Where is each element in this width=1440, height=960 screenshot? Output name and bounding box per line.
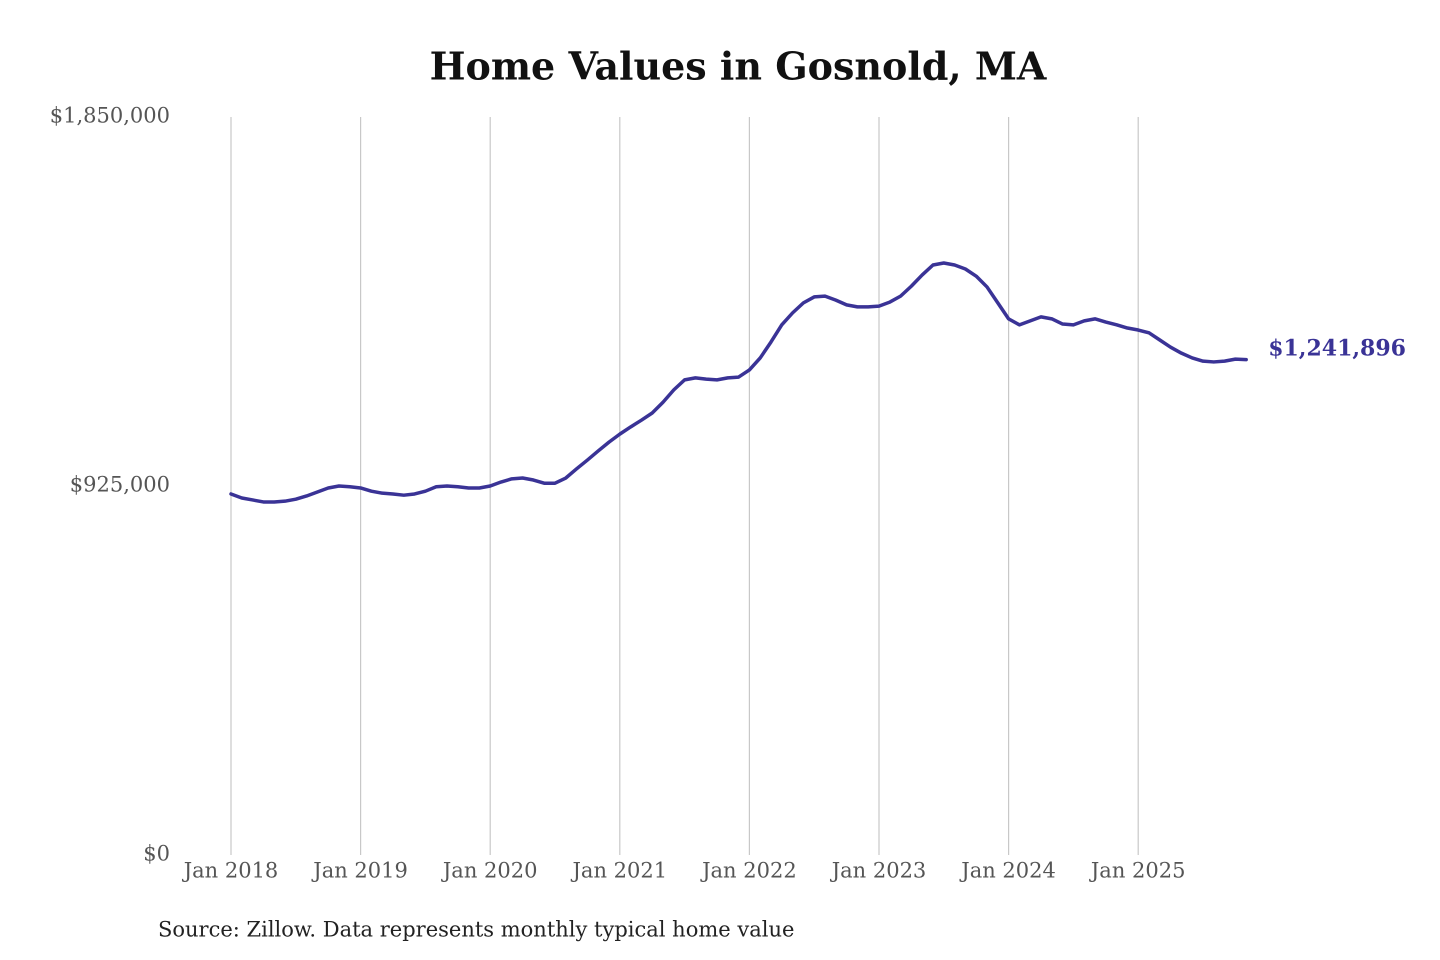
x-tick-label: Jan 2018 bbox=[182, 859, 279, 883]
end-value-label: $1,241,896 bbox=[1268, 336, 1406, 362]
x-tick-label: Jan 2024 bbox=[959, 859, 1056, 883]
x-tick-label: Jan 2025 bbox=[1089, 859, 1186, 883]
source-note: Source: Zillow. Data represents monthly … bbox=[158, 918, 794, 942]
y-tick-label: $1,850,000 bbox=[50, 104, 170, 128]
x-tick-label: Jan 2022 bbox=[700, 859, 797, 883]
y-tick-label: $925,000 bbox=[70, 473, 170, 497]
x-tick-label: Jan 2021 bbox=[571, 859, 668, 883]
x-tick-label: Jan 2020 bbox=[441, 859, 538, 883]
y-tick-label: $0 bbox=[143, 842, 170, 866]
x-tick-label: Jan 2019 bbox=[311, 859, 408, 883]
x-tick-label: Jan 2023 bbox=[830, 859, 927, 883]
chart-title: Home Values in Gosnold, MA bbox=[430, 44, 1047, 89]
data-line bbox=[229, 261, 1248, 504]
